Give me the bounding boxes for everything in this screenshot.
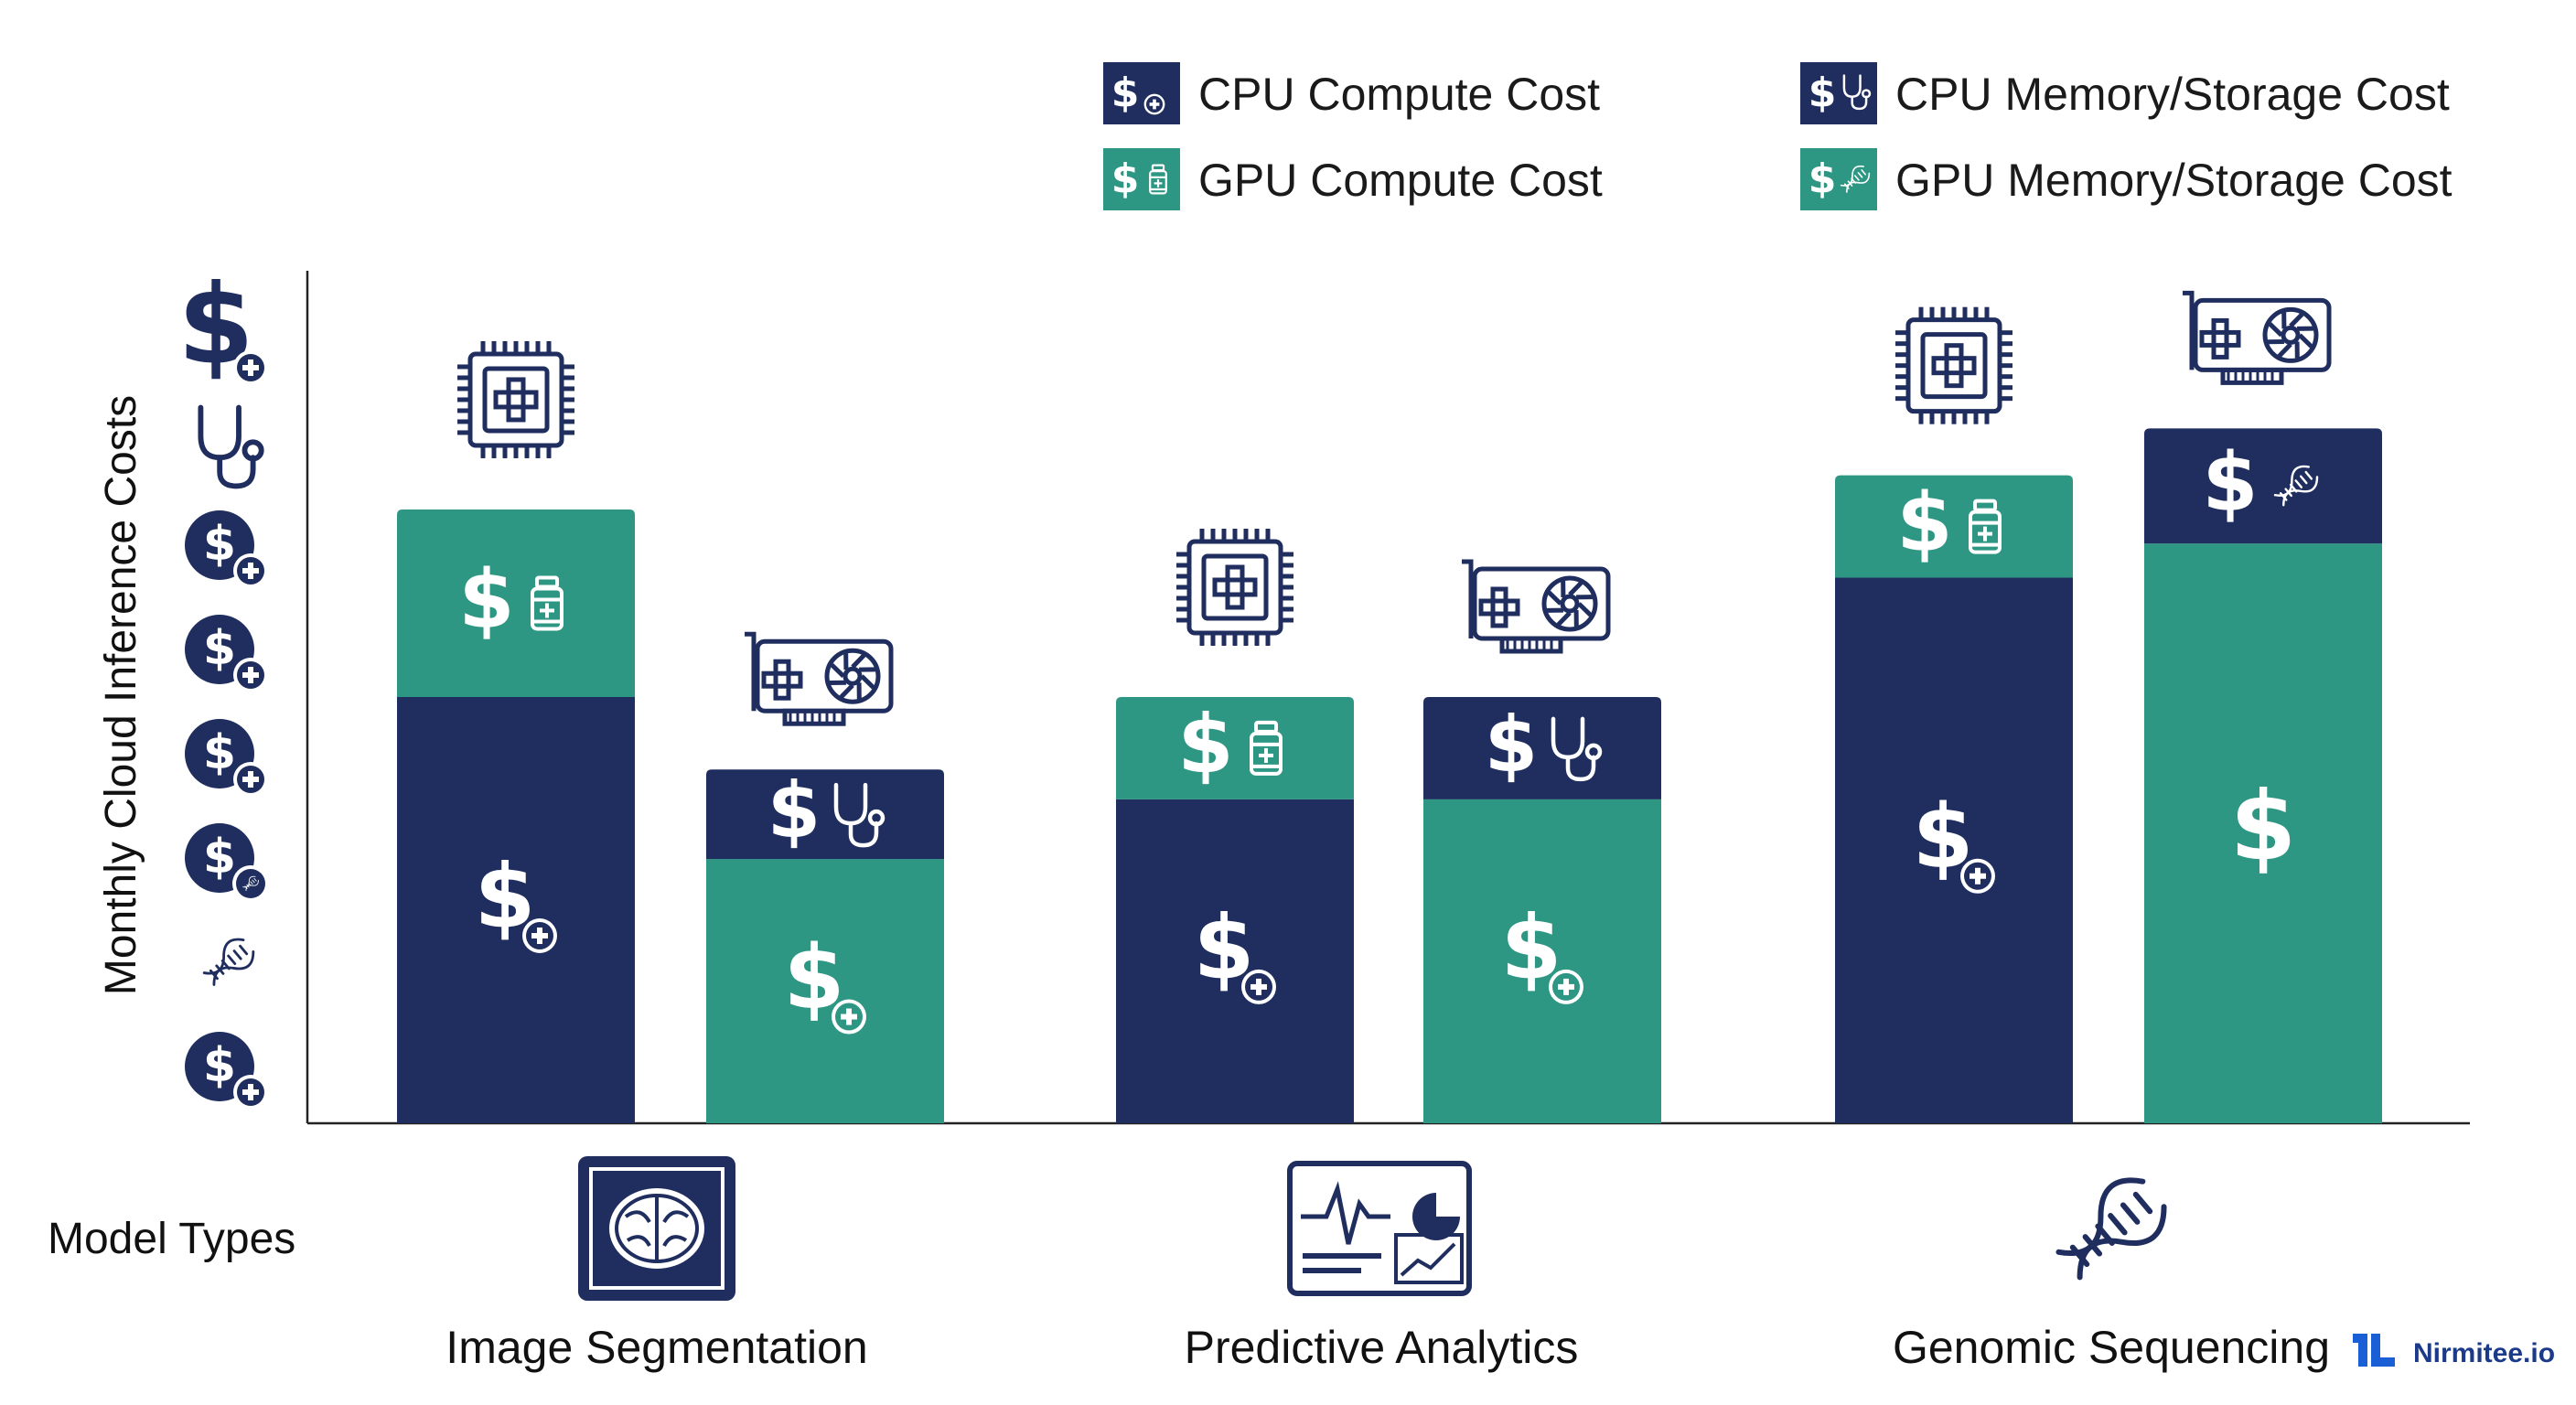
svg-text:$: $ <box>1809 70 1837 116</box>
brand-name: Nirmitee.io <box>2413 1338 2555 1368</box>
legend-label: GPU Compute Cost <box>1198 155 1603 206</box>
dollar-stethoscope-icon: $ <box>1800 62 1877 124</box>
stethoscope-icon <box>198 404 264 489</box>
category-label: Genomic Sequencing <box>1893 1322 2330 1373</box>
dna-icon <box>202 938 255 986</box>
svg-text:$: $ <box>1111 70 1140 116</box>
svg-text:$: $ <box>2230 770 2296 882</box>
bar-segment: $ <box>397 697 635 1123</box>
analytics-dashboard-icon <box>1287 1161 1472 1296</box>
bar-gpu: $$ <box>1423 559 1661 1123</box>
dollar-plus-icon: $ <box>1501 896 1583 1004</box>
bar-segment: $ <box>1835 476 2073 578</box>
category-item: Image Segmentation <box>445 1156 868 1373</box>
dollar-plus-icon: $ <box>784 927 866 1035</box>
dollar-dna-icon: $ <box>185 823 269 902</box>
x-axis-label: Model Types <box>48 1215 295 1263</box>
bar-gpu: $$ <box>706 631 944 1123</box>
bar-segment: $ <box>397 509 635 697</box>
dollar-medicine-icon: $ <box>1896 476 2002 570</box>
y-axis-label: Monthly Cloud Inference Costs <box>97 395 145 995</box>
nirmitee-logo-icon <box>2353 1334 2395 1367</box>
brain-scan-icon <box>578 1156 735 1301</box>
legend-item: $ GPU Compute Cost <box>1103 148 1603 210</box>
dollar-plus-icon: $ <box>177 263 268 390</box>
dollar-plus-icon: $ <box>1103 62 1180 124</box>
dollar-medicine-icon: $ <box>1103 148 1180 210</box>
bar-segment: $ <box>706 859 944 1123</box>
dollar-plus-icon: $ <box>185 719 268 797</box>
gpu-card-icon <box>2183 290 2332 385</box>
svg-text:$: $ <box>2202 434 2258 529</box>
dollar-plus-icon: $ <box>1194 896 1276 1004</box>
svg-text:$: $ <box>203 517 236 572</box>
svg-text:$: $ <box>203 830 236 885</box>
cpu-chip-icon <box>1895 306 2012 424</box>
svg-text:$: $ <box>203 621 236 676</box>
svg-text:$: $ <box>203 725 236 780</box>
bar-segment: $ <box>2144 543 2382 1123</box>
bar-segment: $ <box>706 766 944 860</box>
dollar-plus-icon: $ <box>185 615 268 692</box>
legend-label: CPU Memory/Storage Cost <box>1895 69 2450 120</box>
gpu-card-icon <box>745 631 894 726</box>
category-label: Predictive Analytics <box>1185 1322 1579 1373</box>
dollar-stethoscope-icon: $ <box>1485 700 1603 789</box>
cpu-chip-icon <box>457 340 574 458</box>
dollar-plus-icon: $ <box>185 1032 268 1110</box>
bar-segment: $ <box>2144 428 2382 544</box>
dollar-plus-icon: $ <box>475 845 557 953</box>
svg-text:$: $ <box>1809 156 1837 202</box>
category-item: Predictive Analytics <box>1185 1161 1579 1373</box>
bar-segment: $ <box>1423 799 1661 1123</box>
y-axis-icons: $ $ $ $ $ $ <box>177 263 269 1110</box>
dollar-dna-icon: $ <box>1800 148 1877 210</box>
bar-segment: $ <box>1116 697 1354 799</box>
bar-segment: $ <box>1423 697 1661 799</box>
legend-label: GPU Memory/Storage Cost <box>1895 155 2453 206</box>
svg-text:$: $ <box>1896 476 1952 570</box>
legend-item: $ GPU Memory/Storage Cost <box>1800 148 2453 210</box>
gpu-card-icon <box>1462 559 1611 654</box>
cpu-chip-icon <box>1176 529 1293 646</box>
bar-gpu: $$ <box>2144 290 2382 1123</box>
dollar-plus-icon: $ <box>185 510 268 588</box>
category-label: Image Segmentation <box>445 1322 867 1373</box>
svg-text:$: $ <box>1177 697 1233 791</box>
category-item: Genomic Sequencing <box>1893 1177 2330 1373</box>
svg-text:$: $ <box>1485 700 1538 789</box>
svg-text:$: $ <box>767 766 821 855</box>
legend-label: CPU Compute Cost <box>1198 69 1600 120</box>
bar-segment: $ <box>1116 799 1354 1123</box>
svg-text:$: $ <box>1111 156 1140 202</box>
category-group: Image Segmentation Predictive Analytics Ge… <box>445 1156 2330 1373</box>
bar-cpu: $$ <box>397 340 635 1123</box>
dollar-stethoscope-icon: $ <box>767 766 886 855</box>
svg-text:$: $ <box>458 552 514 646</box>
dollar-medicine-icon: $ <box>1177 697 1283 791</box>
dollar-plus-icon: $ <box>1913 786 1995 894</box>
bar-cpu: $$ <box>1116 529 1354 1123</box>
brand-badge: Nirmitee.io <box>2353 1334 2555 1368</box>
legend-item: $ CPU Memory/Storage Cost <box>1800 62 2450 124</box>
dollar-dna-icon: $ <box>2202 434 2319 529</box>
bar-segment: $ <box>1835 577 2073 1123</box>
dna-helix-icon <box>2055 1177 2167 1281</box>
legend: $ CPU Compute Cost $ CPU Memory/Storage Cos… <box>1103 62 2453 210</box>
legend-item: $ CPU Compute Cost <box>1103 62 1600 124</box>
bars-group: $$$$$$$$$$$$ <box>397 290 2382 1123</box>
svg-text:$: $ <box>203 1038 236 1093</box>
dollar-medicine-icon: $ <box>458 552 564 646</box>
bar-cpu: $$ <box>1835 306 2073 1123</box>
dollar-icon: $ <box>2230 770 2296 882</box>
